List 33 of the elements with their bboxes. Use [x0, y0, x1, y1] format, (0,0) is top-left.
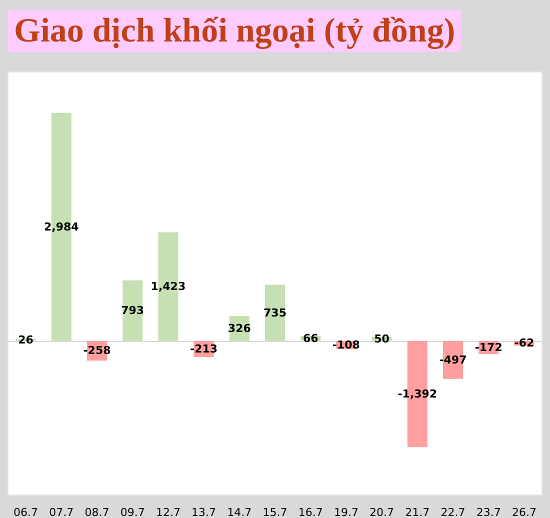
- x-tick-label: 09.7: [120, 506, 145, 518]
- data-label: -62: [514, 336, 534, 350]
- data-label: 326: [228, 322, 252, 335]
- x-tick-label: 19.7: [334, 506, 358, 518]
- data-label: 2,984: [44, 220, 80, 234]
- x-tick-label: 23.7: [476, 506, 501, 518]
- bar: [265, 284, 285, 341]
- x-tick-label: 22.7: [440, 506, 466, 518]
- data-label: 793: [121, 304, 144, 318]
- data-label: 50: [374, 332, 390, 346]
- x-tick-label: 12.7: [156, 506, 180, 518]
- x-tick-label: 08.7: [84, 506, 110, 518]
- data-label: -1,392: [398, 388, 438, 401]
- x-tick-label: 14.7: [227, 506, 252, 518]
- data-label: -108: [332, 338, 360, 352]
- x-tick-label: 26.7: [512, 506, 536, 518]
- bar: [122, 280, 143, 341]
- x-tick-label: 15.7: [262, 506, 288, 518]
- chart-title: Giao dịch khối ngoại (tỷ đồng): [14, 12, 456, 50]
- data-label: -258: [83, 344, 111, 358]
- data-label: 66: [302, 332, 319, 345]
- data-label: 1,423: [150, 280, 186, 294]
- data-label: -172: [474, 340, 502, 354]
- data-label: 735: [264, 306, 286, 320]
- data-label: -497: [439, 353, 467, 366]
- data-label: 26: [18, 333, 34, 346]
- x-tick-label: 16.7: [298, 506, 323, 518]
- x-tick-label: 06.7: [14, 506, 38, 518]
- x-tick-label: 13.7: [192, 506, 216, 518]
- x-tick-label: 21.7: [405, 506, 430, 518]
- x-tick-label: 20.7: [370, 506, 394, 518]
- data-label: -213: [190, 342, 218, 356]
- x-tick-label: 07.7: [49, 506, 74, 518]
